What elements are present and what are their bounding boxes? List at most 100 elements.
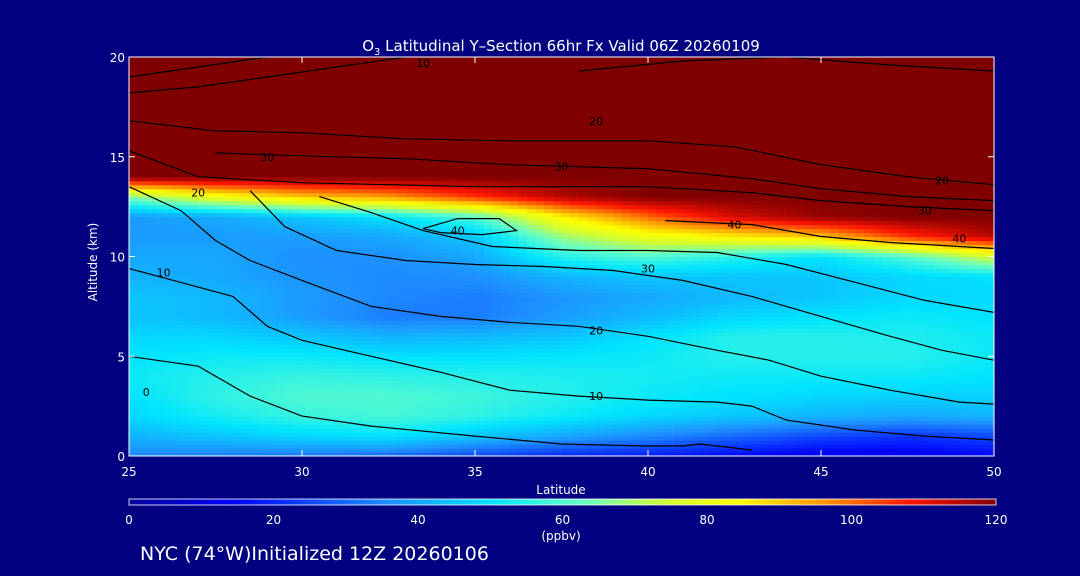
heatmap-cell (682, 316, 692, 321)
heatmap-cell (431, 300, 441, 305)
heatmap-cell (449, 332, 459, 337)
heatmap-cell (673, 336, 684, 341)
heatmap-cell (362, 324, 372, 329)
heatmap-cell (336, 268, 346, 274)
heatmap-cell (544, 284, 554, 290)
heatmap-cell (267, 272, 277, 278)
heatmap-cell (154, 404, 165, 409)
heatmap-cell (180, 440, 191, 445)
heatmap-cell (336, 256, 346, 262)
heatmap-cell (846, 312, 857, 317)
heatmap-cell (596, 404, 606, 409)
heatmap-cell (163, 268, 173, 274)
heatmap-cell (423, 404, 433, 409)
heatmap-cell (172, 332, 182, 337)
heatmap-cell (154, 352, 165, 357)
heatmap-cell (215, 360, 225, 365)
heatmap-cell (777, 372, 787, 377)
heatmap-cell (206, 284, 217, 290)
heatmap-cell (924, 276, 935, 282)
heatmap-cell (976, 300, 986, 305)
heatmap-cell (760, 268, 770, 274)
heatmap-cell (717, 384, 727, 389)
heatmap-cell (345, 376, 355, 381)
heatmap-cell (570, 408, 580, 413)
heatmap-cell (276, 356, 286, 361)
heatmap-cell (302, 324, 312, 329)
heatmap-cell (440, 256, 450, 262)
heatmap-cell (353, 352, 364, 357)
heatmap-cell (846, 264, 857, 270)
heatmap-cell (206, 380, 217, 385)
heatmap-cell (293, 360, 303, 365)
heatmap-cell (518, 440, 528, 445)
heatmap-cell (500, 316, 511, 321)
heatmap-cell (129, 256, 139, 262)
heatmap-cell (803, 368, 813, 373)
heatmap-cell (293, 376, 303, 381)
heatmap-cell (673, 332, 684, 337)
heatmap-cell (803, 272, 813, 278)
heatmap-cell (397, 264, 407, 270)
heatmap-cell (154, 436, 165, 441)
heatmap-cell (976, 448, 986, 453)
heatmap-cell (898, 360, 909, 365)
heatmap-cell (968, 440, 978, 445)
heatmap-cell (449, 412, 459, 417)
heatmap-cell (968, 280, 978, 286)
heatmap-cell (302, 424, 312, 429)
heatmap-cell (267, 288, 277, 294)
heatmap-cell (137, 452, 147, 456)
heatmap-cell (180, 384, 191, 389)
heatmap-cell (717, 312, 727, 317)
heatmap-cell (838, 292, 848, 297)
heatmap-cell (509, 408, 519, 413)
heatmap-cell (405, 332, 416, 337)
heatmap-cell (405, 288, 416, 294)
heatmap-cell (630, 392, 640, 397)
heatmap-cell (327, 384, 338, 389)
heatmap-cell (172, 448, 182, 453)
heatmap-cell (206, 332, 217, 337)
heatmap-cell (734, 264, 744, 270)
heatmap-cell (691, 376, 701, 381)
heatmap-cell (872, 416, 883, 421)
heatmap-cell (803, 328, 813, 333)
heatmap-cell (206, 348, 217, 353)
heatmap-cell (137, 444, 147, 449)
heatmap-cell (855, 444, 865, 449)
heatmap-cell (665, 268, 675, 274)
heatmap-cell (241, 312, 251, 317)
heatmap-cell (492, 416, 502, 421)
heatmap-cell (440, 384, 450, 389)
heatmap-cell (232, 444, 243, 449)
heatmap-cell (276, 376, 286, 381)
heatmap-cell (734, 396, 744, 401)
heatmap-cell (639, 404, 649, 409)
heatmap-cell (786, 332, 796, 337)
heatmap-cell (656, 440, 666, 445)
heatmap-cell (137, 440, 147, 445)
heatmap-cell (795, 352, 805, 357)
heatmap-cell (388, 344, 398, 349)
heatmap-cell (769, 280, 779, 286)
heatmap-cell (146, 308, 156, 313)
heatmap-cell (379, 360, 390, 365)
heatmap-cell (717, 320, 727, 325)
heatmap-cell (362, 268, 372, 274)
heatmap-cell (708, 328, 718, 333)
heatmap-cell (682, 388, 692, 393)
heatmap-cell (838, 260, 848, 266)
heatmap-cell (846, 384, 857, 389)
heatmap-cell (838, 368, 848, 373)
heatmap-cell (907, 400, 917, 405)
heatmap-cell (717, 436, 727, 441)
heatmap-cell (310, 424, 320, 429)
heatmap-cell (397, 448, 407, 453)
heatmap-cell (699, 292, 710, 297)
heatmap-cell (561, 384, 571, 389)
heatmap-cell (440, 344, 450, 349)
heatmap-cell (596, 452, 606, 456)
heatmap-cell (942, 320, 952, 325)
heatmap-cell (224, 436, 234, 441)
